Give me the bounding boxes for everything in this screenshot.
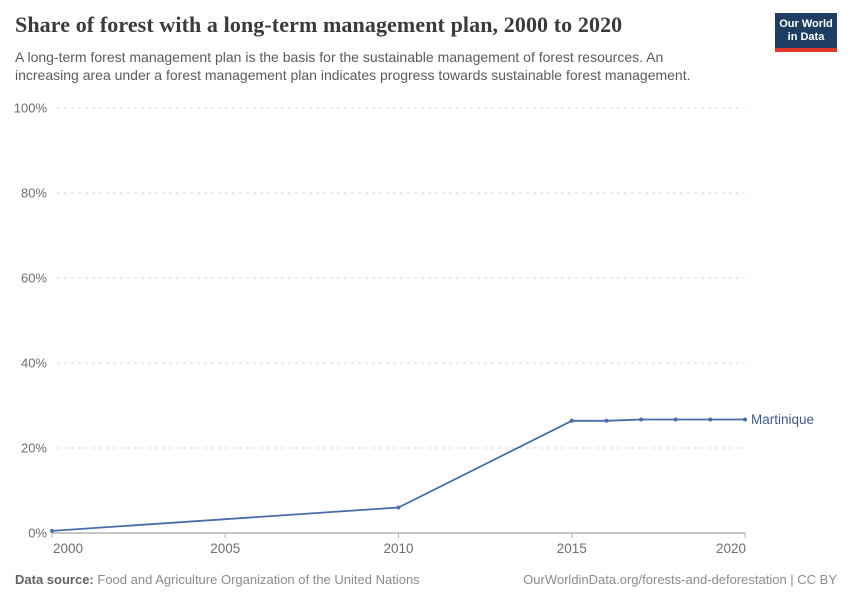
x-axis-tick-label: 2010 (383, 541, 413, 556)
series-name-label[interactable]: Martinique (751, 412, 814, 427)
data-point[interactable] (743, 417, 747, 422)
data-source: Data source: Food and Agriculture Organi… (15, 572, 420, 587)
data-point[interactable] (396, 505, 401, 510)
y-axis-tick-label: 20% (21, 441, 47, 456)
data-point[interactable] (604, 418, 609, 423)
x-axis-tick-label: 2015 (557, 541, 587, 556)
series-line[interactable] (51, 418, 745, 532)
y-axis-tick-label: 40% (21, 356, 47, 371)
y-axis-tick-label: 60% (21, 271, 47, 286)
page-title: Share of forest with a long-term managem… (15, 12, 623, 37)
chart-subtitle: A long-term forest management plan is th… (15, 49, 691, 84)
y-axis-tick-label: 0% (28, 526, 47, 541)
owid-logo[interactable]: Our World in Data (775, 13, 837, 53)
y-axis-tick-label: 100% (14, 101, 48, 116)
data-source-text: Food and Agriculture Organization of the… (97, 572, 420, 587)
y-axis-tick-label: 80% (21, 186, 47, 201)
data-source-label: Data source: (15, 572, 94, 587)
line-chart-plot-area[interactable]: 0% 20% 40% 60% 80% 100% 2000 2005 2010 2015 2020 Ma… (0, 95, 850, 565)
owid-logo-line2: in Data (787, 31, 825, 44)
owid-logo-line1: Our World (779, 18, 833, 30)
data-point[interactable] (639, 417, 644, 422)
data-point[interactable] (569, 418, 574, 423)
data-point[interactable] (708, 417, 713, 422)
data-point[interactable] (50, 528, 54, 533)
chart-footer: Data source: Food and Agriculture Organi… (15, 572, 837, 587)
footer-citation-link[interactable]: OurWorldinData.org/forests-and-deforesta… (523, 572, 837, 587)
x-axis-tick-label: 2020 (716, 541, 746, 556)
x-axis-tick-label: 2005 (210, 541, 240, 556)
data-point[interactable] (673, 417, 678, 422)
x-axis-tick-label: 2000 (53, 541, 83, 556)
